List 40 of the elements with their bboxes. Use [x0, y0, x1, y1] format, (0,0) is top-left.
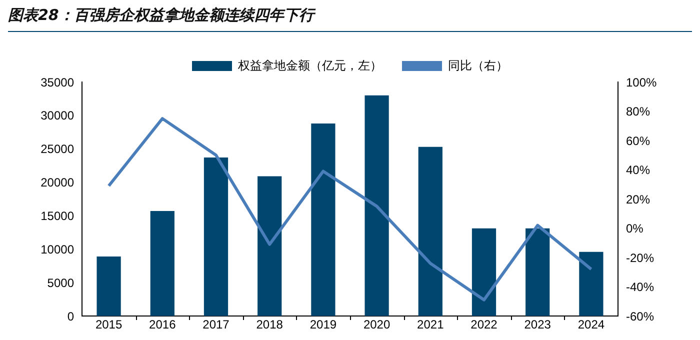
x-tick-label: 2017 — [202, 317, 230, 332]
y-tick-label: 0 — [67, 309, 74, 324]
chart-title: 图表28：百强房企权益拿地金额连续四年下行 — [8, 6, 314, 25]
y2-tick-label: -20% — [626, 250, 654, 265]
x-tick-label: 2015 — [95, 317, 122, 332]
bar — [311, 123, 336, 316]
bar — [579, 252, 604, 316]
x-tick-label: 2020 — [363, 317, 390, 332]
bar — [150, 211, 174, 316]
y2-tick-label: 20% — [626, 192, 650, 206]
x-tick-label: 2016 — [149, 317, 176, 332]
bar — [526, 228, 550, 316]
bar — [472, 228, 496, 316]
bar — [204, 158, 228, 316]
y2-tick-label: 80% — [626, 104, 650, 119]
y2-tick-label: 100% — [626, 75, 658, 90]
x-tick-label: 2024 — [578, 317, 605, 332]
y2-tick-label: 0% — [626, 222, 644, 236]
legend-label: 权益拿地金额（亿元，左） — [237, 58, 382, 72]
bar — [258, 176, 282, 316]
legend-label: 同比（右） — [448, 58, 508, 72]
y-tick-label: 15000 — [40, 209, 74, 224]
y2-tick-label: -60% — [626, 309, 654, 324]
x-tick-label: 2023 — [524, 317, 552, 332]
bar — [96, 256, 121, 316]
x-tick-label: 2018 — [256, 317, 284, 332]
y-tick-label: 35000 — [40, 75, 74, 90]
y2-tick-label: 40% — [626, 163, 650, 178]
x-tick-label: 2019 — [310, 317, 337, 332]
y-tick-label: 10000 — [40, 242, 74, 256]
y2-tick-label: -40% — [626, 280, 654, 294]
x-tick-label: 2022 — [470, 317, 498, 332]
y-tick-label: 20000 — [40, 176, 74, 190]
x-tick-label: 2021 — [417, 317, 444, 332]
y2-tick-label: 60% — [626, 134, 650, 148]
bar — [364, 95, 389, 316]
bar — [418, 146, 442, 316]
y-tick-label: 5000 — [47, 276, 74, 290]
y-tick-label: 25000 — [40, 142, 74, 156]
y-tick-label: 30000 — [40, 108, 74, 123]
